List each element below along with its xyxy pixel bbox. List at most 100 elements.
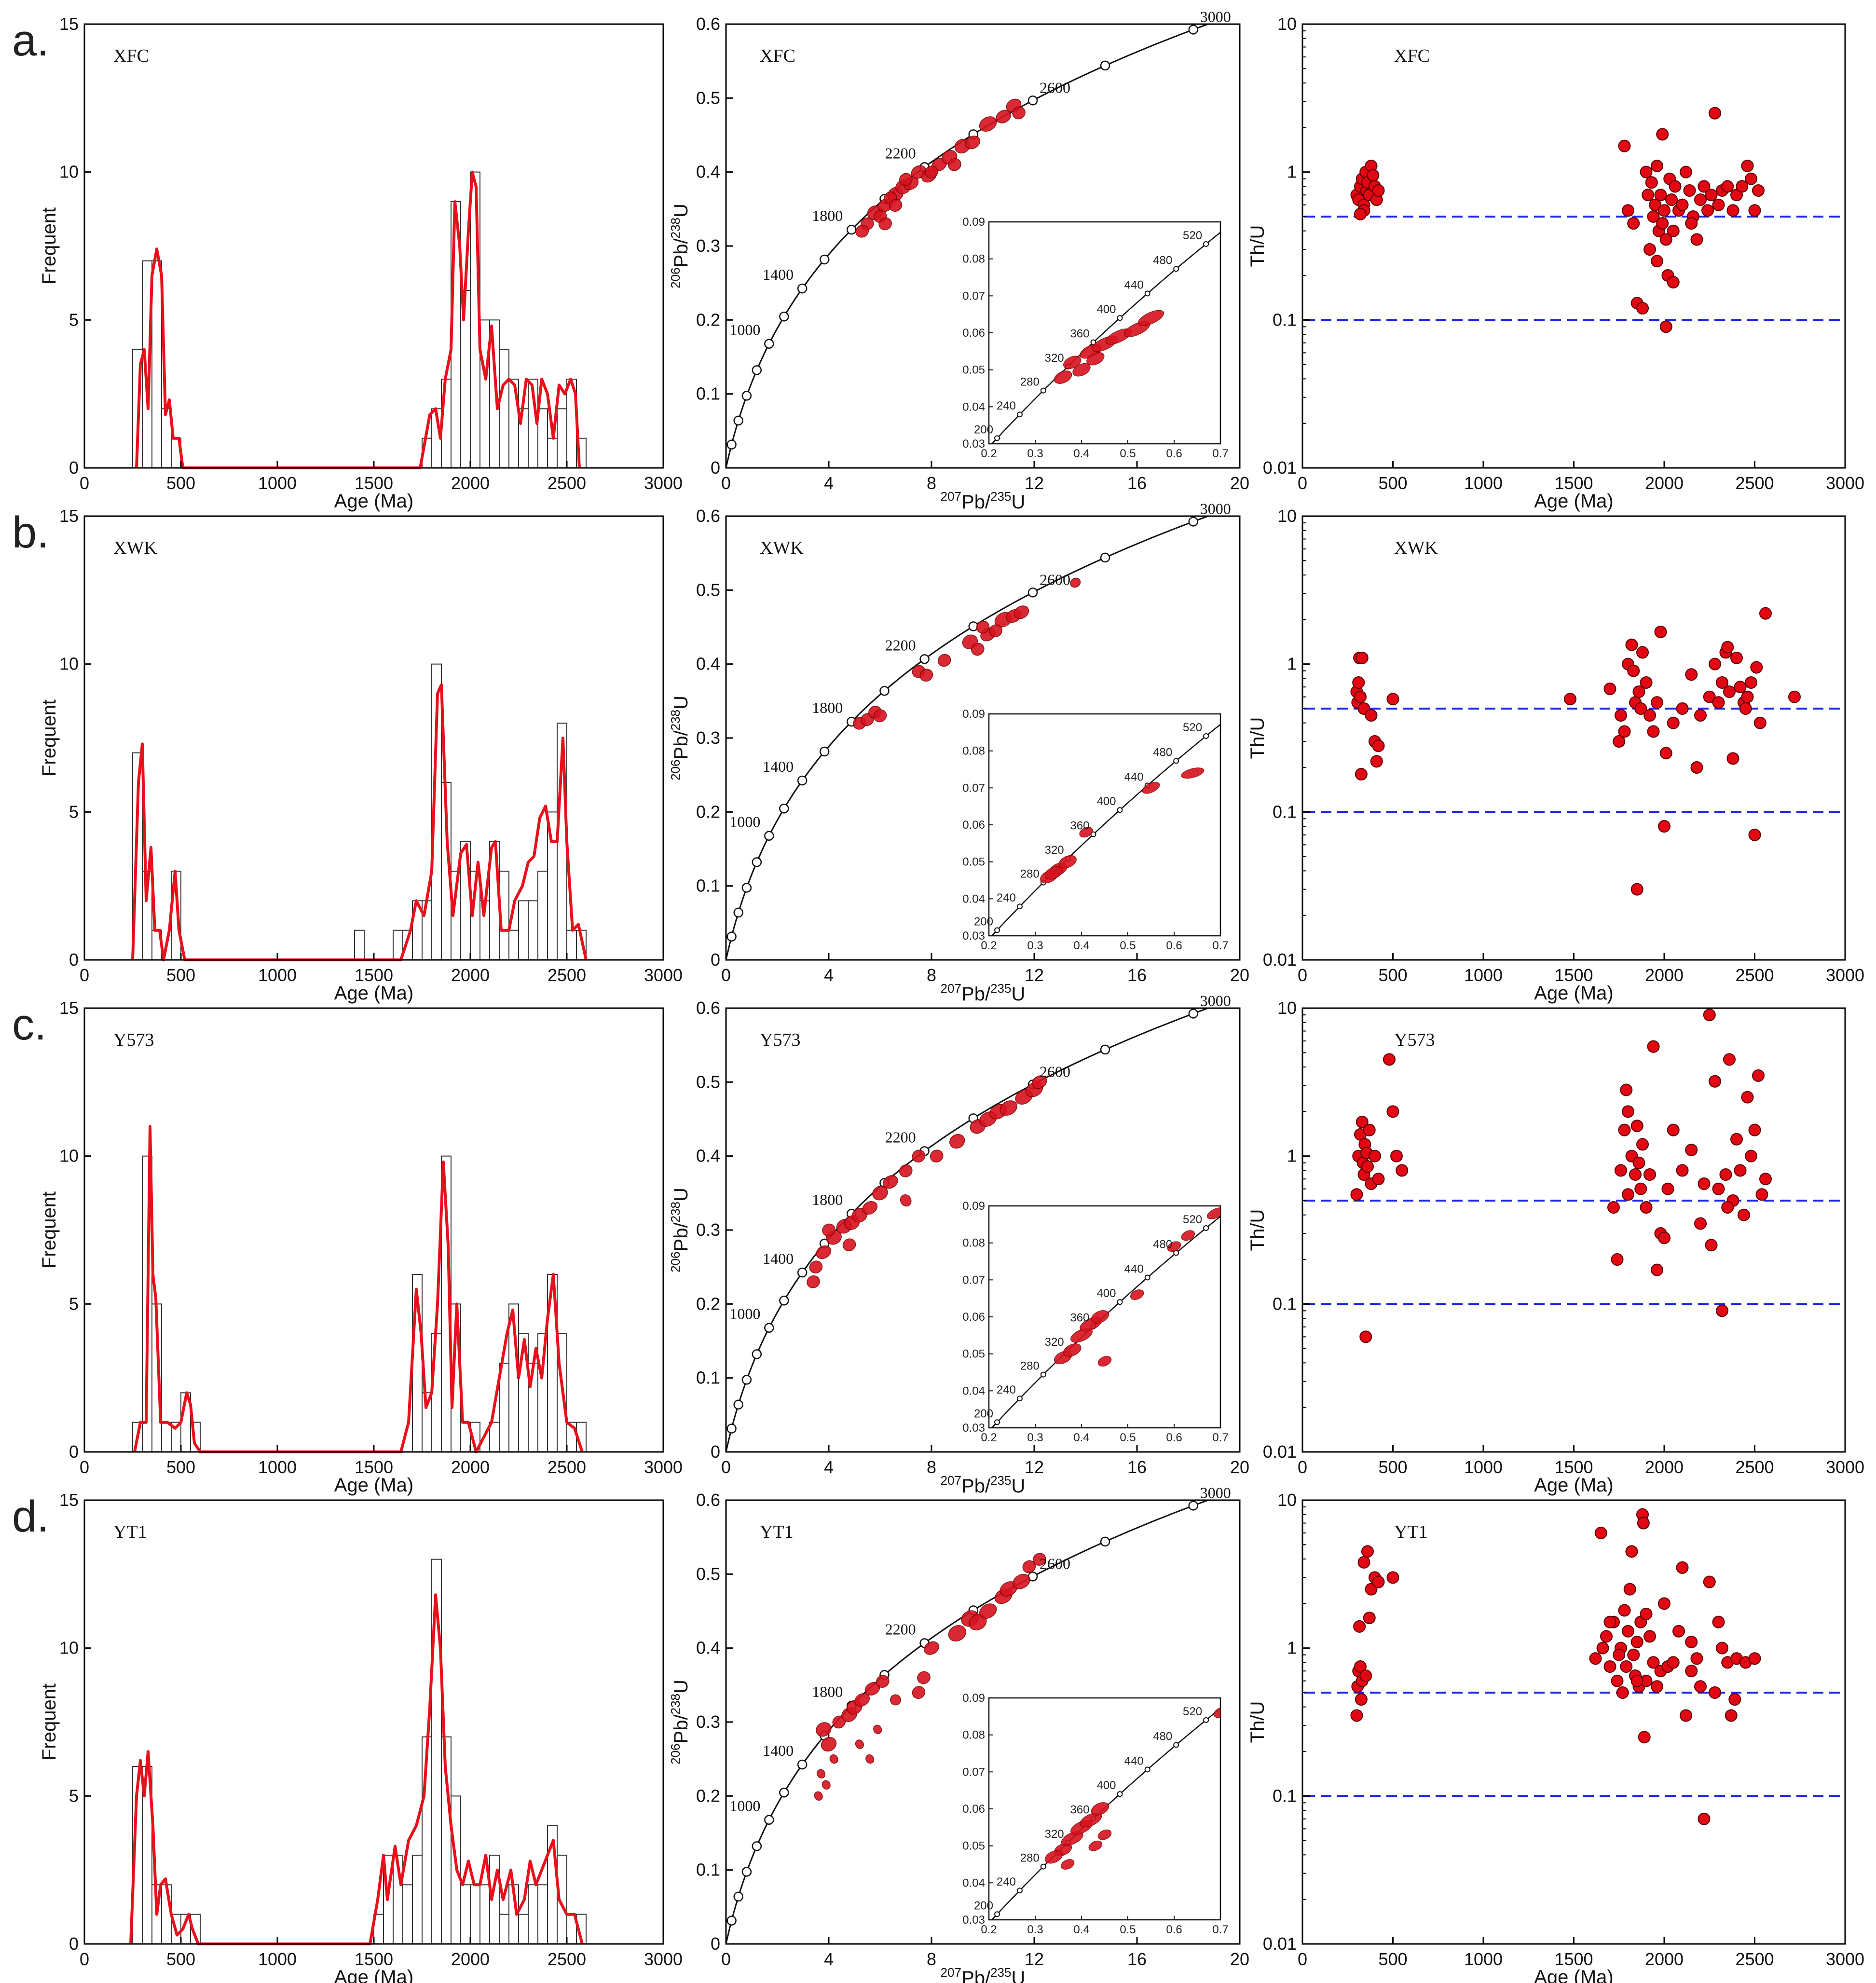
concordia-age-label: 3000 — [1200, 1484, 1231, 1501]
y-tick-label: 15 — [59, 14, 79, 34]
x-tick-label: 500 — [1378, 473, 1407, 493]
analysis-ellipse — [873, 709, 887, 723]
age-marker — [1188, 517, 1199, 527]
inset-age-label: 480 — [1153, 1238, 1172, 1251]
inset-age-marker — [1173, 758, 1179, 764]
superscript: 206 — [668, 759, 683, 780]
y-tick-label: 0.2 — [696, 310, 720, 329]
thu-data-point — [1736, 180, 1749, 193]
concordia-inset: 200 240 280 320 360 400 440 480 520 0.2 0.3 0.4 0.5 0… — [962, 216, 1228, 460]
inset-age-label: 360 — [1070, 820, 1089, 833]
thu-data-point — [1753, 716, 1766, 729]
thu-data-point — [1658, 1231, 1671, 1245]
thu-data-point — [1354, 207, 1367, 220]
thu-data-point — [1396, 1164, 1409, 1177]
age-marker — [1188, 25, 1199, 35]
inset-x-tick-label: 0.2 — [981, 447, 997, 460]
thu-data-point — [1355, 768, 1368, 781]
inset-age-marker — [1144, 1766, 1150, 1773]
thu-data-point — [1719, 1168, 1732, 1181]
thu-data-point — [1683, 184, 1696, 197]
histogram-panel: 0 500 1000 1500 2000 2500 3000 0 5 10 15 Age (Ma) Fr… — [39, 1490, 683, 1983]
histogram-bar — [460, 1884, 471, 1944]
thu-data-point — [1703, 690, 1716, 703]
inset-age-marker — [1040, 1863, 1046, 1870]
inset-age-label: 400 — [1096, 1779, 1116, 1792]
thu-data-point — [1603, 683, 1616, 696]
concordia-age-label: 1800 — [812, 207, 843, 224]
thu-data-point — [1630, 1120, 1643, 1133]
analysis-ellipse — [854, 1693, 870, 1707]
inset-age-label: 520 — [1183, 1705, 1202, 1718]
thu-data-point — [1654, 625, 1667, 638]
inset-analysis-ellipse — [1063, 356, 1082, 369]
x-axis-label: 207Pb/235U — [941, 1965, 1026, 1983]
inset-analysis-ellipse — [1137, 310, 1164, 326]
thu-data-point — [1676, 1164, 1689, 1177]
label-text: U — [1011, 984, 1025, 1005]
x-tick-label: 1500 — [355, 965, 393, 985]
y-axis-label: Frequent — [39, 1683, 60, 1761]
thu-data-point — [1748, 1123, 1761, 1136]
thu-data-point — [1615, 1164, 1627, 1177]
y-tick-label: 0.01 — [1263, 458, 1297, 478]
thu-data-point — [1630, 883, 1643, 896]
superscript: 235 — [990, 1965, 1011, 1980]
analysis-ellipse — [979, 116, 997, 132]
thu-panel: 0 500 1000 1500 2000 2500 3000 0.01 0.1 1 10 Age (M… — [1247, 1490, 1864, 1983]
concordia-age-label: 2200 — [885, 1128, 916, 1146]
inset-x-tick-label: 0.5 — [1120, 939, 1136, 952]
thu-data-point — [1350, 1709, 1363, 1722]
x-tick-label: 0 — [721, 965, 731, 985]
histogram-bar — [537, 1333, 548, 1453]
thu-data-point — [1622, 1625, 1634, 1638]
x-tick-label: 8 — [927, 1949, 936, 1969]
thu-data-point — [1603, 1615, 1616, 1628]
superscript: 206 — [668, 1743, 683, 1764]
analysis-ellipse — [872, 1186, 888, 1201]
concordia-age-label: 1800 — [812, 1191, 843, 1208]
inset-y-tick-label: 0.08 — [962, 1237, 985, 1250]
histogram-bar — [547, 438, 558, 469]
inset-age-marker — [1117, 315, 1123, 321]
thu-panel: 0 500 1000 1500 2000 2500 3000 0.01 0.1 1 10 Age (M… — [1247, 998, 1864, 1496]
histogram-bar — [528, 1884, 538, 1944]
inset-y-tick-label: 0.08 — [962, 253, 985, 266]
x-tick-label: 4 — [824, 1457, 834, 1477]
analysis-ellipse — [816, 1769, 826, 1778]
thu-data-point — [1651, 696, 1663, 709]
thu-data-point — [1640, 1607, 1653, 1620]
label-text: U — [671, 1680, 692, 1694]
inset-analysis-ellipse — [1054, 370, 1072, 384]
y-tick-label: 15 — [59, 998, 79, 1018]
age-marker — [741, 1375, 752, 1385]
inset-age-marker — [994, 927, 1000, 933]
age-marker — [779, 1788, 789, 1798]
thu-data-point — [1620, 1083, 1633, 1096]
thu-data-point — [1350, 1188, 1363, 1201]
thu-data-point — [1647, 1040, 1660, 1053]
plot-frame — [1301, 1499, 1846, 1945]
age-marker — [1100, 1044, 1110, 1055]
y-tick-label: 0.6 — [696, 1490, 720, 1510]
age-marker — [1188, 1501, 1199, 1511]
inset-age-label: 400 — [1096, 1287, 1116, 1300]
x-tick-label: 1000 — [1464, 1457, 1503, 1477]
y-tick-label: 0.01 — [1263, 1934, 1297, 1954]
x-axis-label: Age (Ma) — [1534, 983, 1614, 1004]
thu-data-point — [1359, 1669, 1372, 1682]
histogram-panel: 0 500 1000 1500 2000 2500 3000 0 5 10 15 Age (Ma) Fr… — [39, 506, 683, 1004]
concordia-inset: 200 240 280 320 360 400 440 480 520 0.2 0.3 0.4 0.5 0… — [962, 1200, 1228, 1444]
age-marker — [764, 831, 774, 841]
age-marker — [752, 1349, 762, 1359]
concordia-plot-area — [726, 1500, 1210, 1944]
kde-curve — [133, 1125, 584, 1453]
x-tick-label: 2500 — [548, 473, 586, 493]
concordia-age-label: 3000 — [1200, 8, 1231, 25]
histogram-bar — [566, 930, 577, 960]
y-tick-label: 0.3 — [696, 236, 720, 256]
inset-analysis-ellipse — [1044, 866, 1063, 880]
